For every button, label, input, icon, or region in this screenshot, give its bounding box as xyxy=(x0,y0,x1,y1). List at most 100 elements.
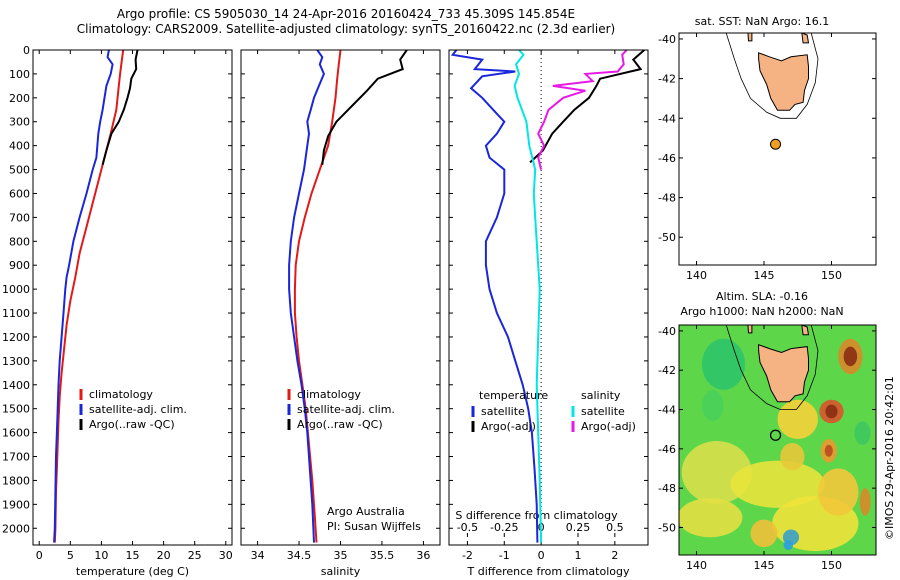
sla-blob xyxy=(730,460,825,508)
x-tick-label: -2 xyxy=(462,549,473,562)
legend-title: salinity xyxy=(581,389,621,402)
map-x-tick-label: 150 xyxy=(821,559,842,572)
sla-blob xyxy=(783,540,794,551)
tasmania-land xyxy=(758,52,809,111)
y-tick-label: 1400 xyxy=(2,379,30,392)
map-y-tick-label: -40 xyxy=(658,325,676,338)
map-x-tick-label: 145 xyxy=(754,269,775,282)
series-line-blue xyxy=(53,50,114,543)
panel-frame xyxy=(32,49,233,546)
map-y-tick-label: -46 xyxy=(658,152,676,165)
figure-title-line1: Argo profile: CS 5905030_14 24-Apr-2016 … xyxy=(117,7,575,21)
series-line-black xyxy=(529,50,645,164)
series-line-magenta xyxy=(537,50,628,170)
figure-title-line2: Climatology: CARS2009. Satellite-adjuste… xyxy=(77,22,615,36)
legend-label: Argo(-adj) xyxy=(481,420,536,433)
top-tick-label: -0.25 xyxy=(490,521,518,534)
legend-label: Argo(-adj) xyxy=(581,420,636,433)
map-y-tick-label: -48 xyxy=(658,192,676,205)
sla-blob xyxy=(843,346,858,367)
panel-frame xyxy=(240,49,441,546)
x-tick-label: -1 xyxy=(499,549,510,562)
map-frame xyxy=(678,32,877,266)
y-tick-label: 900 xyxy=(9,259,30,272)
top-tick-label: 0.25 xyxy=(566,521,591,534)
annotation-line: PI: Susan Wijffels xyxy=(327,520,421,533)
x-tick-label: 0 xyxy=(36,549,43,562)
series-line-black xyxy=(321,50,408,165)
king-island xyxy=(747,33,753,42)
map-inner xyxy=(679,325,876,555)
map-x-tick-label: 150 xyxy=(821,269,842,282)
x-tick-label: 25 xyxy=(188,549,202,562)
map-y-tick-label: -42 xyxy=(658,73,676,86)
temperature-panel: 0100200300400500600700800900100011001200… xyxy=(2,44,233,578)
map-x-tick-label: 140 xyxy=(686,559,707,572)
float-marker xyxy=(770,138,782,150)
y-tick-label: 1500 xyxy=(2,403,30,416)
y-tick-label: 200 xyxy=(9,92,30,105)
x-tick-label: 35 xyxy=(334,549,348,562)
flinders-island xyxy=(801,325,810,336)
x-tick-label: 34 xyxy=(251,549,265,562)
series-line-blue xyxy=(450,50,539,543)
series-line-cyan xyxy=(513,50,543,543)
y-tick-label: 300 xyxy=(9,116,30,129)
difference-panel: -2 -1 0 1 2 T difference from climatology -0.5… xyxy=(448,49,649,578)
float-marker xyxy=(769,429,782,441)
series-line-red xyxy=(293,50,342,543)
y-tick-label: 1900 xyxy=(2,498,30,511)
x-tick-label: 34.5 xyxy=(287,549,312,562)
series-line-black xyxy=(101,50,139,166)
y-tick-label: 600 xyxy=(9,187,30,200)
map-y-tick-label: -44 xyxy=(658,404,676,417)
map-y-tick-label: -48 xyxy=(658,482,676,495)
y-tick-label: 700 xyxy=(9,211,30,224)
map-y-tick-label: -46 xyxy=(658,443,676,456)
sla-map: Altim. SLA: -0.16 Argo h1000: NaN h2000:… xyxy=(658,290,877,572)
x-tick-label: 20 xyxy=(157,549,171,562)
x-axis-label: T difference from climatology xyxy=(467,565,630,578)
x-tick-label: 2 xyxy=(611,549,618,562)
y-tick-label: 1200 xyxy=(2,331,30,344)
legend-label: climatology xyxy=(89,388,153,401)
sla-blob xyxy=(859,488,871,516)
y-tick-label: 1800 xyxy=(2,474,30,487)
y-tick-label: 1300 xyxy=(2,355,30,368)
y-tick-label: 500 xyxy=(9,164,30,177)
map-x-tick-label: 140 xyxy=(686,269,707,282)
y-tick-label: 0 xyxy=(23,44,30,57)
contour-line xyxy=(725,33,819,119)
x-tick-label: 1 xyxy=(574,549,581,562)
y-tick-label: 1100 xyxy=(2,307,30,320)
y-tick-label: 400 xyxy=(9,140,30,153)
king-island xyxy=(747,325,753,334)
sla-map-title-line2: Argo h1000: NaN h2000: NaN xyxy=(680,305,843,318)
map-x-tick-label: 145 xyxy=(754,559,775,572)
sla-blob xyxy=(824,444,833,457)
legend-label: satellite-adj. clim. xyxy=(297,403,395,416)
top-tick-label: -0.5 xyxy=(457,521,478,534)
x-tick-label: 35.5 xyxy=(370,549,395,562)
series-line-blue xyxy=(288,50,325,543)
x-tick-label: 5 xyxy=(67,549,74,562)
x-tick-label: 15 xyxy=(126,549,140,562)
sla-blob xyxy=(780,442,805,471)
y-tick-label: 800 xyxy=(9,235,30,248)
y-tick-label: 2000 xyxy=(2,522,30,535)
legend-label: Argo(..raw -QC) xyxy=(297,418,383,431)
sla-blob xyxy=(817,468,859,516)
legend-label: Argo(..raw -QC) xyxy=(89,418,175,431)
contour-line xyxy=(725,325,819,410)
sst-map: sat. SST: NaN Argo: 16.1 140 145 150 -40 -42… xyxy=(658,15,877,282)
legend-label: climatology xyxy=(297,388,361,401)
tasmania-land xyxy=(758,343,809,403)
map-y-tick-label: -44 xyxy=(658,112,676,125)
sla-map-title-line1: Altim. SLA: -0.16 xyxy=(716,290,808,303)
salinity-panel: 34 34.5 35 35.5 36 salinity climatology satelli… xyxy=(240,49,441,578)
x-tick-label: 0 xyxy=(538,549,545,562)
map-inner xyxy=(725,33,819,119)
credit-text: ©IMOS 29-Apr-2016 20:42:01 xyxy=(883,376,896,540)
sla-blob xyxy=(679,497,743,538)
